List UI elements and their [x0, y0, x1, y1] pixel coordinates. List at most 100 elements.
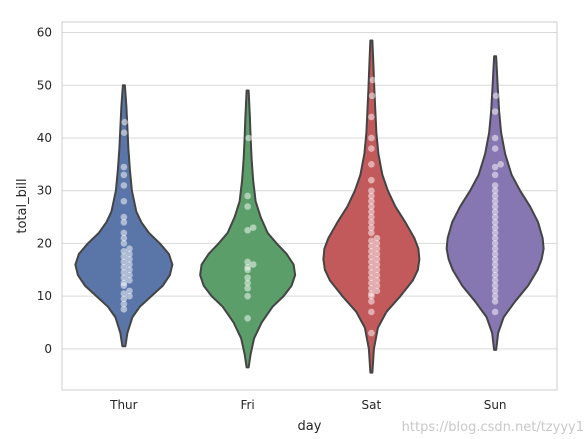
swarm-point	[120, 171, 128, 179]
swarm-point	[244, 274, 251, 282]
swarm-point	[120, 279, 128, 287]
swarm-points	[120, 76, 505, 337]
swarm-point	[368, 192, 375, 200]
swarm-point	[497, 161, 505, 168]
swarm-point	[368, 92, 376, 100]
swarm-point	[491, 261, 499, 268]
swarm-point	[491, 287, 499, 295]
plot-frame	[61, 21, 558, 391]
swarm-point	[120, 295, 128, 303]
swarm-point	[120, 290, 128, 297]
swarm-point	[368, 290, 375, 297]
swarm-point	[373, 266, 381, 274]
swarm-point	[120, 197, 128, 205]
swarm-point	[491, 271, 499, 279]
swarm-point	[368, 329, 375, 337]
swarm-point	[373, 245, 381, 252]
swarm-point	[368, 253, 375, 260]
swarm-point	[120, 129, 128, 137]
swarm-point	[120, 274, 128, 282]
swarm-point	[120, 306, 128, 313]
swarm-point	[368, 308, 375, 316]
swarm-point	[491, 282, 499, 289]
swarm-point	[126, 250, 133, 258]
swarm-point	[491, 134, 499, 142]
swarm-point	[368, 229, 375, 237]
x-tick-label: Sun	[484, 398, 507, 412]
swarm-point	[120, 213, 128, 221]
swarm-point	[368, 248, 375, 255]
swarm-point	[120, 248, 128, 255]
swarm-point	[373, 261, 381, 268]
swarm-point	[373, 287, 381, 295]
swarm-point	[368, 284, 375, 292]
y-tick-label: 60	[37, 26, 52, 40]
x-axis-label: day	[298, 419, 322, 434]
swarm-point	[368, 176, 375, 184]
swarm-point	[120, 163, 128, 171]
swarm-point	[368, 237, 375, 245]
swarm-point	[491, 298, 499, 305]
swarm-point	[126, 261, 133, 268]
swarm-point	[491, 234, 499, 242]
swarm-point	[373, 234, 381, 242]
y-tick-labels: 0 10 20 30 40 50 60	[37, 26, 52, 356]
swarm-point	[491, 229, 499, 237]
swarm-point	[368, 161, 375, 168]
swarm-point	[244, 284, 251, 292]
swarm-point	[126, 271, 133, 279]
swarm-point	[244, 192, 251, 200]
swarm-point	[244, 292, 251, 300]
swarm-point	[120, 269, 128, 276]
swarm-point	[373, 240, 381, 247]
swarm-point	[368, 224, 375, 231]
swarm-point	[368, 242, 375, 250]
swarm-point	[120, 300, 128, 308]
swarm-point	[368, 187, 375, 195]
swarm-point	[491, 197, 499, 205]
swarm-point	[368, 258, 375, 266]
swarm-point	[244, 315, 251, 322]
swarm-point	[368, 274, 375, 282]
swarm-point	[491, 250, 499, 258]
swarm-point	[491, 308, 499, 316]
swarm-point	[368, 298, 375, 305]
swarm-point	[368, 134, 375, 142]
swarm-point	[491, 219, 499, 226]
y-tick-label: 0	[44, 342, 52, 356]
swarm-point	[120, 263, 128, 271]
x-tick-label: Sat	[362, 398, 382, 412]
y-tick-label: 40	[37, 131, 52, 145]
swarm-point	[373, 282, 381, 289]
y-tick-label: 50	[37, 78, 52, 92]
swarm-point	[120, 240, 128, 247]
swarm-point	[491, 213, 499, 221]
swarm-point	[120, 182, 128, 189]
swarm-point	[126, 277, 133, 284]
swarm-point	[120, 219, 128, 226]
swarm-point	[244, 258, 251, 266]
swarm-point	[121, 118, 128, 126]
swarm-point	[368, 269, 375, 276]
y-tick-label: 10	[37, 289, 52, 303]
swarm-point	[120, 229, 128, 237]
swarm-point	[368, 203, 375, 210]
watermark-text: https://blog.csdn.net/tzyyy1	[402, 420, 584, 435]
y-axis-label: total_bill	[15, 178, 30, 233]
swarm-point	[491, 245, 499, 252]
swarm-point	[491, 240, 499, 247]
x-tick-label: Fri	[240, 398, 254, 412]
swarm-point	[491, 208, 499, 216]
swarm-point	[244, 226, 251, 234]
swarm-point	[120, 258, 128, 266]
x-tick-label: Thur	[109, 398, 138, 412]
swarm-point	[368, 197, 375, 205]
swarm-point	[491, 266, 499, 274]
swarm-point	[373, 250, 381, 258]
swarm-point	[491, 163, 499, 171]
swarm-point	[368, 145, 375, 152]
swarm-point	[368, 263, 375, 271]
swarm-point	[126, 245, 133, 252]
swarm-point	[491, 145, 499, 152]
